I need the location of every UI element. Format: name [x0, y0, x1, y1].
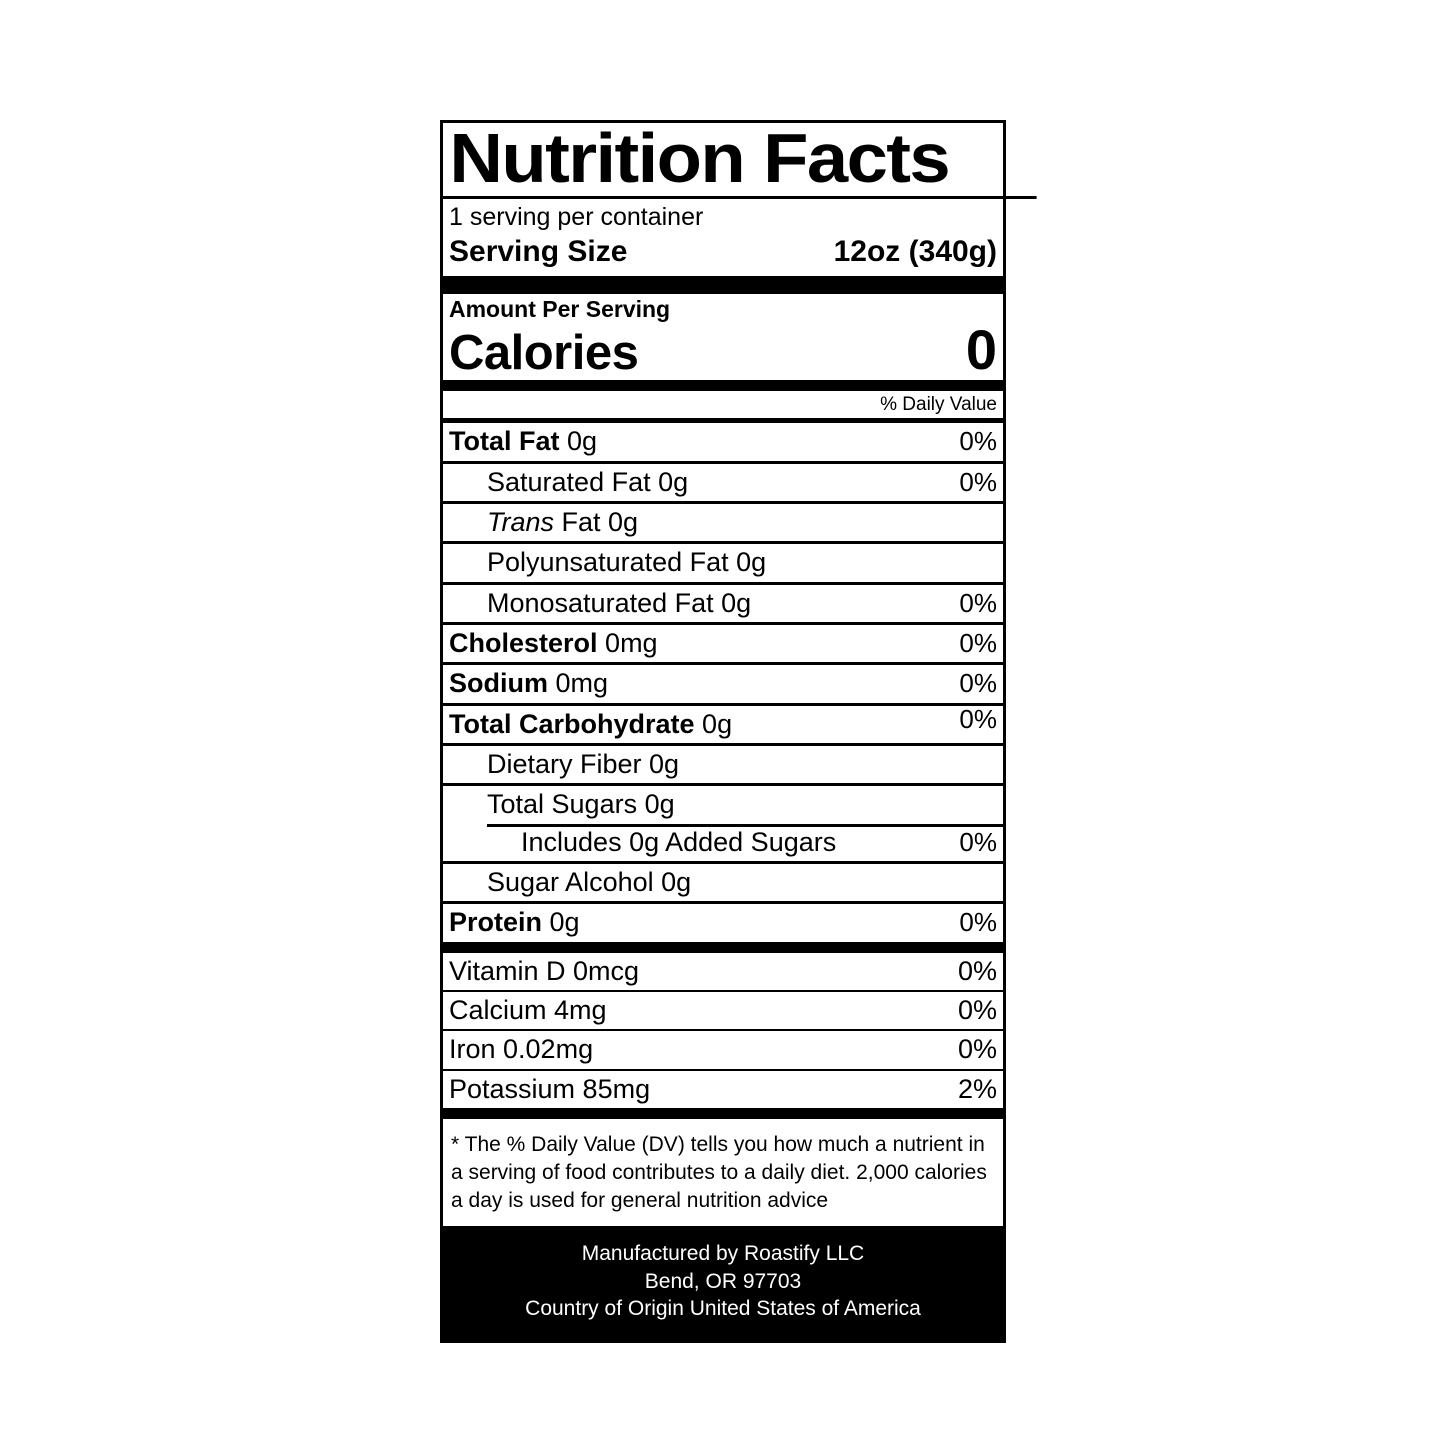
nutrient-amount: 0g: [567, 426, 598, 457]
vitamin-rows: Vitamin D 0mcg 0% Calcium 4mg 0% Iron 0.…: [443, 953, 1003, 1108]
table-row-total-sugars: Total Sugars 0g: [443, 786, 1003, 823]
nutrient-name: Sodium: [449, 668, 548, 699]
calories-value: 0: [965, 318, 997, 382]
nutrient-rows: Total Fat 0g 0% Saturated Fat 0g 0% Tran…: [443, 423, 1003, 941]
nutrient-name: Total Carbohydrate: [449, 708, 695, 739]
trans-italic: Trans: [487, 507, 555, 538]
row-label: Includes 0g Added Sugars: [521, 826, 837, 857]
row-label: Sodium 0mg: [449, 669, 608, 697]
row-daily-value: 0%: [957, 1034, 997, 1065]
servings-per-container: 1 serving per container: [449, 202, 704, 231]
row-label: Total Carbohydrate 0g: [449, 710, 732, 738]
manufacturer-city-state-zip: Bend, OR 97703: [644, 1269, 802, 1293]
row-label: Sugar Alcohol 0g: [487, 867, 692, 898]
nutrient-amount: 0mg: [555, 668, 609, 699]
nutrient-name: Protein: [449, 907, 543, 938]
row-daily-value: 0%: [959, 826, 997, 857]
table-row-added-sugars: Includes 0g Added Sugars 0%: [443, 823, 1003, 865]
row-label: Calcium 4mg: [449, 995, 607, 1026]
row-daily-value: 0%: [957, 955, 997, 986]
table-row-calcium: Calcium 4mg 0%: [443, 992, 1003, 1032]
row-daily-value: 0%: [959, 907, 997, 938]
calories-row: Calories 0: [449, 322, 997, 378]
manufacturer-block: Manufactured by Roastify LLC Bend, OR 97…: [443, 1226, 1003, 1341]
trans-rest: Fat 0g: [561, 507, 639, 538]
row-label: Dietary Fiber 0g: [487, 749, 680, 780]
row-label: Total Fat 0g: [449, 427, 597, 455]
serving-size-value: 12oz (340g): [833, 234, 997, 268]
row-daily-value: 0%: [959, 703, 997, 734]
nutrient-amount: 0mg: [605, 628, 658, 659]
row-label: Monosaturated Fat 0g: [487, 587, 752, 618]
table-row-potassium: Potassium 85mg 2%: [443, 1071, 1003, 1108]
nutrient-amount: 0g: [702, 708, 733, 739]
row-label: Total Sugars 0g: [487, 789, 675, 820]
table-row-total-fat: Total Fat 0g 0%: [443, 423, 1003, 464]
divider-above-footnote: [443, 1108, 1003, 1120]
row-daily-value: 0%: [959, 587, 997, 618]
row-label: Iron 0.02mg: [449, 1034, 594, 1065]
servings-block: 1 serving per container Serving Size 12o…: [443, 199, 1003, 277]
table-row-sodium: Sodium 0mg 0%: [443, 665, 1003, 706]
nutrient-amount: 0g: [549, 907, 580, 938]
table-row-total-carbohydrate: Total Carbohydrate 0g 0%: [443, 703, 1003, 747]
nutrition-facts-label: Nutrition Facts 1 serving per container …: [440, 120, 1037, 1344]
table-row-saturated-fat: Saturated Fat 0g 0%: [443, 464, 1003, 505]
divider-thick-top: [443, 276, 1003, 295]
row-label: Vitamin D 0mcg: [449, 955, 640, 986]
row-label: Trans Fat 0g: [487, 508, 638, 536]
row-label: Protein 0g: [449, 908, 580, 936]
table-row-sugar-alcohol: Sugar Alcohol 0g: [443, 864, 1003, 905]
table-row-trans-fat: Trans Fat 0g: [443, 504, 1003, 545]
page-title: Nutrition Facts: [443, 123, 1037, 199]
row-daily-value: 0%: [959, 426, 997, 457]
daily-value-header: % Daily Value: [443, 391, 1003, 424]
nutrient-name: Total Fat: [449, 426, 560, 457]
table-row-iron: Iron 0.02mg 0%: [443, 1031, 1003, 1071]
serving-size-row: Serving Size 12oz (340g): [449, 236, 997, 274]
row-daily-value: 0%: [959, 466, 997, 497]
table-row-cholesterol: Cholesterol 0mg 0%: [443, 625, 1003, 666]
row-label: Potassium 85mg: [449, 1073, 651, 1104]
serving-size-label: Serving Size: [449, 234, 628, 268]
table-row-polyunsaturated-fat: Polyunsaturated Fat 0g: [443, 544, 1003, 585]
row-daily-value: 2%: [957, 1073, 997, 1104]
country-of-origin: Country of Origin United States of Ameri…: [525, 1296, 921, 1320]
row-label: Cholesterol 0mg: [449, 629, 658, 657]
nutrient-name: Cholesterol: [449, 628, 598, 659]
table-row-vitamin-d: Vitamin D 0mcg 0%: [443, 953, 1003, 993]
row-daily-value: 0%: [959, 668, 997, 699]
row-daily-value: 0%: [957, 995, 997, 1026]
table-row-monosaturated-fat: Monosaturated Fat 0g 0%: [443, 585, 1003, 626]
table-row-protein: Protein 0g 0%: [443, 904, 1003, 941]
row-label: Polyunsaturated Fat 0g: [487, 547, 767, 578]
manufacturer-name: Manufactured by Roastify LLC: [581, 1242, 865, 1266]
row-daily-value: 0%: [959, 628, 997, 659]
divider-above-vitamins: [443, 941, 1003, 953]
row-label: Saturated Fat 0g: [487, 466, 689, 497]
calories-block: Amount Per Serving Calories 0: [443, 294, 1003, 380]
calories-label: Calories: [449, 326, 639, 381]
divider-below-calories: [443, 380, 1003, 392]
amount-per-serving-label: Amount Per Serving: [449, 296, 671, 323]
daily-value-footnote: * The % Daily Value (DV) tells you how m…: [451, 1133, 987, 1212]
table-row-dietary-fiber: Dietary Fiber 0g: [443, 746, 1003, 787]
